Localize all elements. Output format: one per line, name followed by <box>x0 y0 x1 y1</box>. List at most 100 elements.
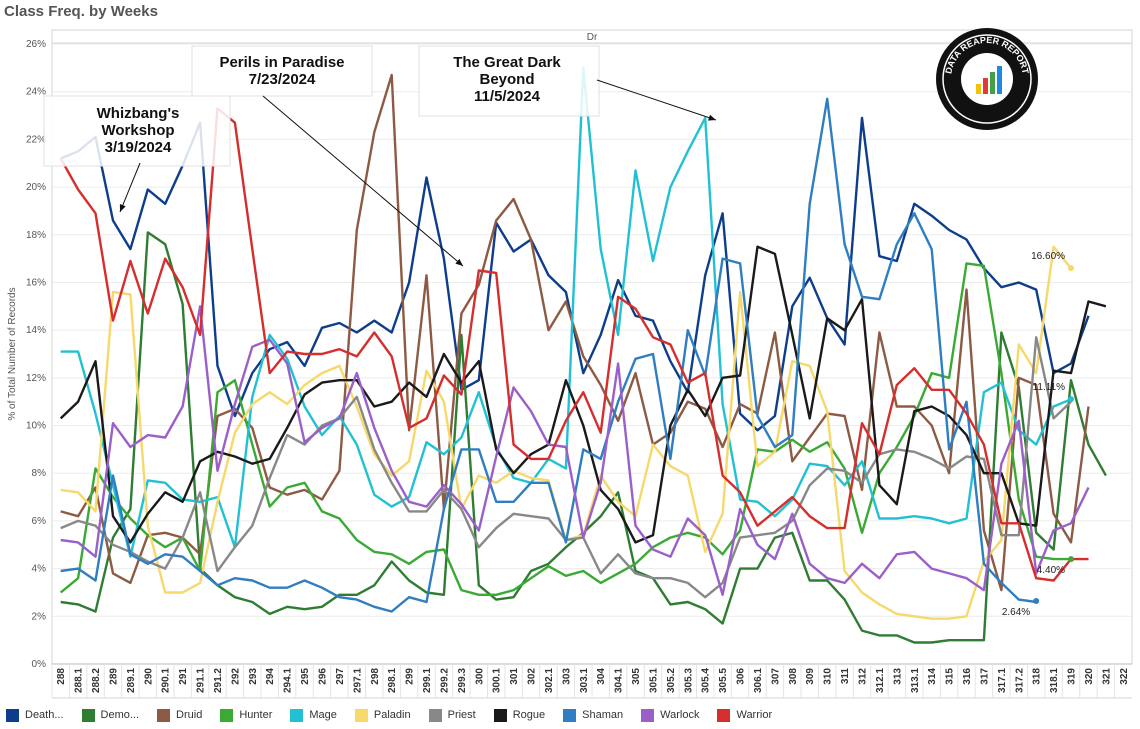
x-tick-label: 288.2 <box>91 668 102 693</box>
y-axis-label: % of Total Number of Records <box>7 287 18 420</box>
legend-swatch <box>81 708 95 722</box>
annotation-box <box>191 45 373 97</box>
annotation-arrow <box>596 79 717 121</box>
end-label: 2.64% <box>1002 607 1030 618</box>
x-tick-label: 292 <box>230 668 241 685</box>
y-tick-label: 18% <box>26 230 46 241</box>
x-tick-label: 304.1 <box>614 668 625 693</box>
arrow-head <box>119 204 126 212</box>
legend-label: Shaman <box>582 709 624 721</box>
x-tick-label: 290 <box>143 668 154 685</box>
legend-label: Warlock <box>660 709 700 721</box>
data-reaper-logo: DATA REAPER REPORT <box>936 28 1038 130</box>
legend-item[interactable]: Priest <box>428 708 476 722</box>
x-tick-label: 307 <box>770 668 781 685</box>
x-tick-label: 304 <box>596 668 607 685</box>
x-tick-label: 299.1 <box>422 668 433 693</box>
x-tick-label: 301 <box>509 668 520 685</box>
series-line <box>60 66 1072 558</box>
legend-label: Paladin <box>373 709 411 721</box>
series-line <box>60 305 1090 596</box>
legend-label: Priest <box>447 709 476 721</box>
x-tick-label: 289 <box>108 668 119 685</box>
arrow-head <box>455 258 463 266</box>
x-tick-label: 312 <box>858 668 869 685</box>
series-warrior <box>59 107 1089 582</box>
x-tick-label: 299 <box>405 668 416 685</box>
arrow-head <box>708 114 716 121</box>
legend-swatch <box>157 708 171 722</box>
end-label: 4.40% <box>1037 565 1065 576</box>
y-tick-label: 26% <box>26 39 46 50</box>
y-tick-label: 14% <box>26 325 46 336</box>
annotation-arrow <box>119 162 141 213</box>
annotation-text: 7/23/2024 <box>249 71 316 88</box>
legend-item[interactable]: Mage <box>290 708 337 722</box>
x-tick-label: 306 <box>736 668 747 685</box>
x-tick-label: 299.3 <box>457 668 468 693</box>
column-header: Dr <box>587 32 598 43</box>
x-tick-label: 297.1 <box>352 668 363 693</box>
series-line <box>59 107 1089 582</box>
annotation-text: Beyond <box>479 71 534 88</box>
x-tick-label: 311 <box>840 668 851 685</box>
legend-item[interactable]: Paladin <box>354 708 411 722</box>
end-labels: 16.60% 11.11% 4.40% 2.64% <box>1002 251 1075 618</box>
legend-item[interactable]: Rogue <box>493 708 545 722</box>
x-tick-label: 302 <box>527 668 538 685</box>
legend-swatch <box>290 708 304 722</box>
legend: Death... Demo... Druid Hunter Mage Paladin Pri… <box>6 706 790 724</box>
y-tick-label: 2% <box>32 611 47 622</box>
y-axis: 0% 2% 4% 6% 8% 10% 12% 14% 16% 18% 20% 22% 24% 26% % o… <box>7 39 46 670</box>
y-tick-label: 24% <box>26 87 46 98</box>
x-tick-label: 302.1 <box>544 668 555 693</box>
x-tick-label: 318 <box>1032 668 1043 685</box>
series-mage <box>60 66 1072 558</box>
x-tick-label: 310 <box>823 668 834 685</box>
x-tick-label: 317 <box>979 668 990 685</box>
y-tick-label: 12% <box>26 373 46 384</box>
x-tick-label: 306.1 <box>753 668 764 693</box>
y-tick-label: 4% <box>32 564 47 575</box>
x-tick-label: 313 <box>892 668 903 685</box>
x-tick-label: 297 <box>335 668 346 685</box>
x-tick-label: 319 <box>1067 668 1078 685</box>
x-tick-label: 288 <box>56 668 67 685</box>
series-shaman <box>60 97 1037 613</box>
legend-swatch <box>354 708 368 722</box>
x-tick-label: 289.1 <box>126 668 137 693</box>
legend-item[interactable]: Death... <box>6 708 64 722</box>
end-label: 11.11% <box>1033 382 1066 393</box>
legend-item[interactable]: Warlock <box>641 708 700 722</box>
x-tick-label: 299.2 <box>439 668 450 693</box>
page-title: Class Freq. by Weeks <box>4 3 158 20</box>
end-point <box>1033 598 1040 605</box>
legend-item[interactable]: Druid <box>157 708 202 722</box>
x-tick-label: 313.1 <box>910 668 921 693</box>
line-chart: Dr 0% 2% 4% 6% 8% 10% 12% 14% 16% 18% 20% 22% 24% 26%… <box>7 29 1133 699</box>
series-rogue <box>59 245 1107 544</box>
legend-label: Demo... <box>100 709 140 721</box>
x-tick-label: 320 <box>1084 668 1095 685</box>
legend-swatch <box>641 708 655 722</box>
legend-item[interactable]: Shaman <box>563 708 624 722</box>
annotation-text: Perils in Paradise <box>219 54 344 71</box>
annotation-arrow <box>262 95 464 267</box>
end-label: 16.60% <box>1031 251 1065 262</box>
x-tick-label: 300 <box>474 668 485 685</box>
x-tick-label: 305.3 <box>683 668 694 693</box>
x-axis: 288 288.1 288.2 289 289.1 290 290.1 291 291.1 291… <box>51 663 1132 699</box>
legend-item[interactable]: Warrior <box>717 708 772 722</box>
x-tick-label: 293 <box>248 668 259 685</box>
annotation-text: 3/19/2024 <box>105 139 172 156</box>
end-point <box>1068 396 1075 403</box>
x-tick-label: 290.1 <box>161 668 172 693</box>
y-tick-label: 8% <box>32 468 47 479</box>
x-tick-label: 305.1 <box>648 668 659 693</box>
legend-label: Death... <box>25 709 64 721</box>
legend-item[interactable]: Hunter <box>220 708 272 722</box>
legend-item[interactable]: Demo... <box>81 708 140 722</box>
